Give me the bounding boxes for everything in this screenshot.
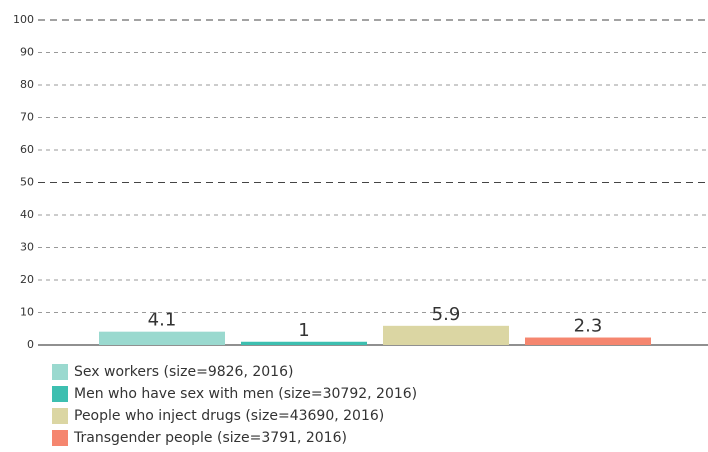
- y-tick-label: 40: [20, 208, 34, 221]
- y-tick-label: 0: [27, 338, 34, 351]
- data-label: 2.3: [574, 316, 603, 337]
- legend-label: Sex workers (size=9826, 2016): [74, 364, 293, 380]
- legend-swatch: [52, 430, 68, 446]
- y-tick-label: 20: [20, 273, 34, 286]
- legend-swatch: [52, 364, 68, 380]
- y-tick-label: 30: [20, 241, 34, 254]
- y-tick-label: 90: [20, 46, 34, 59]
- bar: [383, 325, 509, 345]
- legend-swatch: [52, 386, 68, 402]
- bar: [241, 341, 367, 345]
- legend-swatch: [52, 408, 68, 424]
- y-tick-label: 10: [20, 306, 34, 319]
- legend-label: Men who have sex with men (size=30792, 2…: [74, 386, 417, 402]
- y-tick-label: 60: [20, 143, 34, 156]
- legend-label: Transgender people (size=3791, 2016): [73, 430, 347, 446]
- y-tick-label: 50: [20, 176, 34, 189]
- bar: [99, 331, 225, 345]
- bar: [525, 337, 651, 345]
- data-label: 1: [298, 320, 309, 341]
- legend-label: People who inject drugs (size=43690, 201…: [74, 408, 384, 424]
- y-tick-label: 100: [13, 13, 34, 26]
- y-tick-label: 80: [20, 78, 34, 91]
- y-tick-label: 70: [20, 111, 34, 124]
- data-label: 5.9: [432, 304, 461, 325]
- data-label: 4.1: [148, 310, 177, 331]
